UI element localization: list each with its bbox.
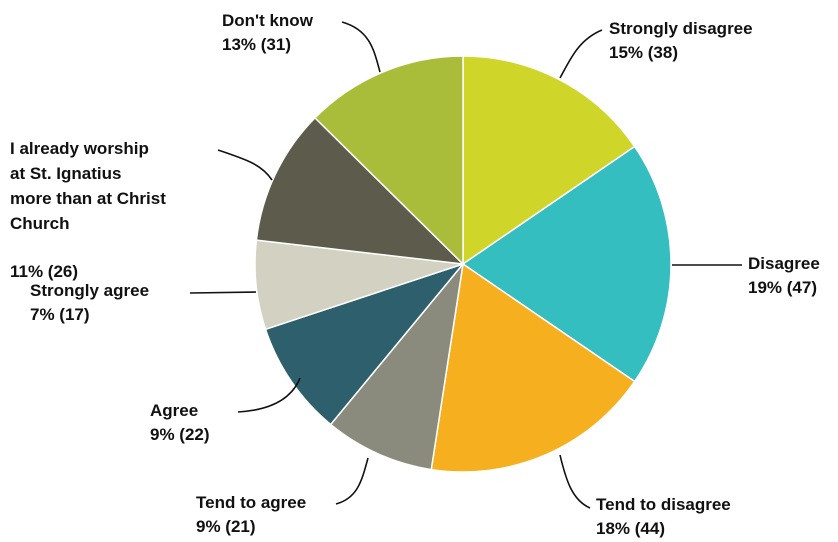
pie-slices	[254, 55, 672, 473]
slice-value-tend-to-disagree: 18% (44)	[596, 519, 665, 538]
slice-label-strongly-agree: Strongly agree	[30, 281, 149, 300]
slice-value-disagree: 19% (47)	[748, 278, 817, 297]
leader-line-tend-to-agree	[335, 457, 369, 505]
slice-label-tend-to-agree: Tend to agree	[196, 493, 306, 512]
slice-value-tend-to-agree: 9% (21)	[196, 517, 256, 536]
pie-slice-strongly-disagree	[462, 55, 636, 265]
pie-slice-tend-to-agree	[329, 263, 464, 471]
leader-line-strongly-agree	[189, 291, 257, 294]
slice-label-i-already-worship-line-3: more than at Christ	[10, 189, 166, 208]
leader-line-agree	[237, 377, 301, 413]
slice-value-agree: 9% (22)	[150, 425, 210, 444]
slice-label-i-already-worship-line-2: at St. Ignatius	[10, 164, 121, 183]
pie-slice-i-already-worship-at-st-ignatius-more-than-at-christ-church	[255, 117, 464, 265]
pie-slice-don-t-know	[314, 55, 464, 265]
slice-value-strongly-agree: 7% (17)	[30, 305, 90, 324]
slice-label-disagree: Disagree	[748, 254, 820, 273]
slice-value-dont-know: 13% (31)	[222, 35, 291, 54]
leader-line-strongly-disagree	[559, 29, 603, 79]
slice-value-i-already-worship: 11% (26)	[10, 262, 78, 281]
slice-label-i-already-worship-line-4: Church	[10, 214, 70, 233]
leader-lines	[189, 21, 742, 509]
slice-label-tend-to-disagree: Tend to disagree	[596, 495, 731, 514]
pie-slice-tend-to-disagree	[430, 263, 636, 473]
slice-label-agree: Agree	[150, 401, 198, 420]
leader-line-i-already-worship	[217, 149, 273, 181]
leader-line-dont-know	[341, 21, 381, 73]
leader-line-tend-to-disagree	[559, 454, 591, 509]
pie-slice-disagree	[462, 145, 672, 383]
pie-slice-agree	[264, 263, 464, 426]
slice-label-dont-know: Don't know	[222, 11, 314, 30]
slice-label-i-already-worship-line-1: I already worship	[10, 139, 149, 158]
slice-value-strongly-disagree: 15% (38)	[609, 43, 678, 62]
slice-label-strongly-disagree: Strongly disagree	[609, 19, 753, 38]
